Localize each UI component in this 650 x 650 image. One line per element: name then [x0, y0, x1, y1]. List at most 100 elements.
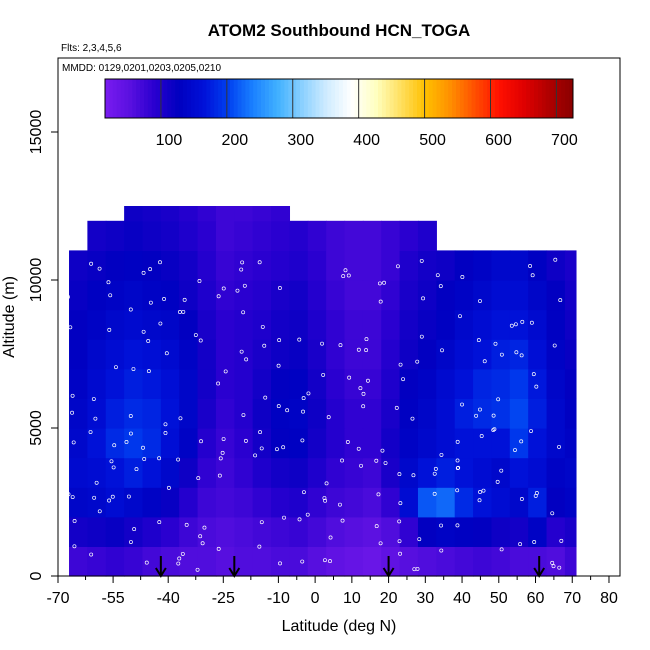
- x-tick-label: -40: [157, 590, 180, 607]
- heatmap-cell: [491, 309, 511, 340]
- sample-marker: [297, 517, 302, 522]
- heatmap-cell: [105, 487, 125, 518]
- sample-marker: [410, 416, 415, 421]
- colorbar-segment: [245, 79, 250, 118]
- heatmap-cell: [215, 206, 235, 222]
- heatmap-cell: [142, 457, 162, 488]
- heatmap-cell: [564, 516, 577, 547]
- heatmap-cell: [344, 546, 364, 577]
- sample-marker: [321, 372, 326, 377]
- heatmap-cell: [179, 309, 199, 340]
- sample-marker: [433, 466, 438, 471]
- heatmap-cell: [417, 428, 437, 459]
- heatmap-cell: [399, 220, 419, 251]
- sample-marker: [142, 457, 147, 461]
- heatmap-cell: [252, 339, 272, 370]
- sample-marker: [198, 534, 203, 539]
- heatmap-cell: [381, 398, 401, 429]
- heatmap-cell: [326, 398, 346, 429]
- sample-marker: [322, 496, 327, 501]
- heatmap-cell: [179, 516, 199, 547]
- sample-marker: [124, 439, 129, 444]
- colorbar-segment: [120, 79, 125, 118]
- sample-marker: [346, 273, 351, 278]
- sample-marker: [491, 428, 496, 433]
- heatmap-cell: [473, 487, 493, 518]
- colorbar-segment: [518, 79, 523, 118]
- heatmap-cell: [417, 398, 437, 429]
- heatmap-cell: [381, 546, 401, 577]
- sample-marker: [176, 457, 181, 462]
- sample-marker: [421, 296, 426, 301]
- sample-marker: [184, 522, 189, 527]
- heatmap-cell: [362, 398, 382, 429]
- heatmap-cell: [491, 487, 511, 518]
- heatmap-cell: [509, 546, 529, 577]
- sample-marker: [176, 561, 181, 566]
- sample-marker: [141, 445, 145, 450]
- sample-marker: [509, 323, 514, 328]
- sample-marker: [514, 350, 519, 355]
- colorbar-segment: [479, 79, 484, 118]
- heatmap-cell: [234, 220, 254, 251]
- sample-marker: [411, 473, 416, 478]
- colorbar-segment: [374, 79, 379, 118]
- sample-marker: [72, 544, 77, 549]
- heatmap-cell: [105, 368, 125, 399]
- heatmap-cell: [399, 457, 419, 488]
- colorbar-segment: [420, 79, 426, 118]
- heatmap-cell: [491, 428, 511, 459]
- heatmap-cell: [179, 457, 199, 488]
- sample-marker: [458, 314, 462, 319]
- colorbar-segment: [186, 79, 192, 118]
- heatmap-cell: [179, 206, 199, 222]
- heatmap-cell: [399, 280, 419, 311]
- heatmap-cell: [528, 398, 548, 429]
- heatmap-cell: [289, 220, 309, 251]
- heatmap-cell: [142, 428, 162, 459]
- sample-marker: [301, 490, 306, 495]
- heatmap-cell: [160, 398, 180, 429]
- heatmap-cell: [473, 428, 493, 459]
- heatmap-cell: [454, 368, 474, 399]
- x-tick-label: 10: [343, 590, 361, 607]
- sample-marker: [557, 444, 561, 449]
- heatmap-cell: [69, 546, 88, 577]
- heatmap-cell: [399, 368, 419, 399]
- sample-marker: [300, 559, 305, 564]
- heatmap-cell: [197, 368, 217, 399]
- x-tick-label: 80: [600, 590, 618, 607]
- heatmap-cell: [105, 220, 125, 251]
- heatmap-cell: [69, 487, 88, 518]
- sample-marker: [163, 431, 168, 435]
- colorbar-segment: [432, 79, 437, 118]
- sample-marker: [128, 540, 133, 544]
- heatmap-cell: [326, 516, 346, 547]
- colorbar-segment: [261, 79, 266, 118]
- colorbar-segment: [397, 79, 402, 118]
- sample-marker: [374, 458, 379, 463]
- colorbar-segment: [471, 79, 476, 118]
- heatmap-cell: [105, 398, 125, 429]
- colorbar-segment: [105, 79, 110, 118]
- heatmap-cell: [509, 398, 529, 429]
- sample-marker: [528, 264, 532, 268]
- sample-marker: [217, 473, 222, 478]
- heatmap-cell: [197, 280, 217, 311]
- colorbar-segment: [553, 79, 558, 118]
- sample-marker: [109, 459, 114, 464]
- heatmap-cell: [142, 516, 162, 547]
- colorbar-segment: [218, 79, 223, 118]
- sample-marker: [306, 391, 311, 396]
- colorbar-segment: [303, 79, 309, 118]
- heatmap-cell: [252, 368, 272, 399]
- heatmap-cell: [436, 516, 456, 547]
- sample-marker: [301, 409, 305, 414]
- heatmap-cell: [344, 428, 364, 459]
- heatmap-cell: [326, 280, 346, 311]
- heatmap-cell: [197, 339, 217, 370]
- sample-marker: [361, 391, 366, 396]
- heatmap-cell: [491, 516, 511, 547]
- sample-marker: [223, 369, 228, 374]
- x-tick-label: 0: [311, 590, 320, 607]
